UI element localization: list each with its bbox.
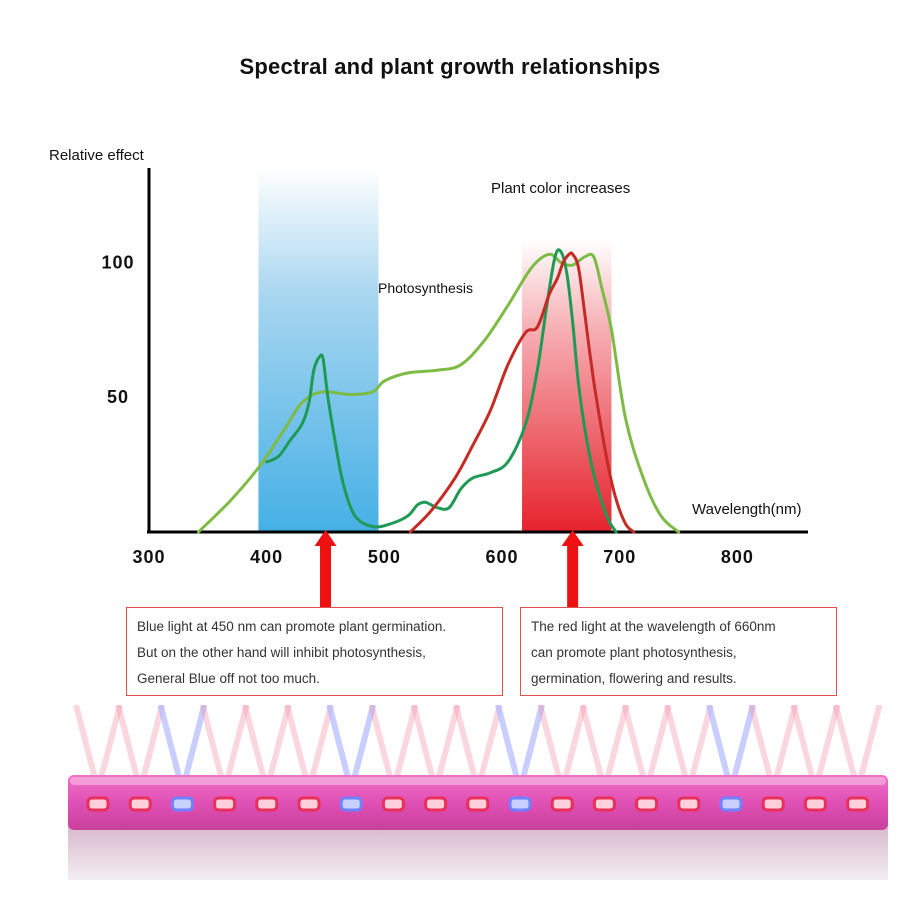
red-led xyxy=(86,796,110,812)
arrow-shaft xyxy=(567,545,579,607)
blue-note-line: But on the other hand will inhibit photo… xyxy=(137,645,426,660)
blue-note-line: Blue light at 450 nm can promote plant g… xyxy=(137,619,447,634)
x-axis-label: Wavelength(nm) xyxy=(692,501,801,518)
annotation-plant-color: Plant color increases xyxy=(491,180,630,197)
x-tick-label: 500 xyxy=(368,547,401,567)
chlorophyll-curve xyxy=(265,248,618,534)
red-note-line: germination, flowering and results. xyxy=(531,671,737,686)
blue-led xyxy=(170,796,194,812)
x-tick-label: 600 xyxy=(486,547,519,567)
red-led xyxy=(213,796,237,812)
y-tick-label: 50 xyxy=(107,387,129,407)
spectrum-chart: Relative effect Wavelength(nm) Photosynt… xyxy=(49,147,808,607)
red-light-note: The red light at the wavelength of 660nm… xyxy=(520,607,837,696)
chart-title: Spectral and plant growth relationships xyxy=(239,54,661,79)
x-tick-label: 300 xyxy=(132,547,165,567)
y-tick-label: 100 xyxy=(101,252,134,272)
red-led xyxy=(592,796,616,812)
red-led xyxy=(803,796,827,812)
red-led xyxy=(424,796,448,812)
blue-light-note: Blue light at 450 nm can promote plant g… xyxy=(126,607,503,696)
plant-color-curve xyxy=(408,251,636,534)
blue-band xyxy=(258,168,379,532)
blue-led xyxy=(339,796,363,812)
red-led xyxy=(635,796,659,812)
red-led xyxy=(128,796,152,812)
arrow-head xyxy=(314,530,337,546)
red-led xyxy=(550,796,574,812)
x-tick-label: 700 xyxy=(603,547,636,567)
x-tick-label: 800 xyxy=(721,547,754,567)
blue-led xyxy=(508,796,532,812)
red-led xyxy=(381,796,405,812)
arrow-shaft xyxy=(320,545,332,607)
x-tick-label: 400 xyxy=(250,547,283,567)
red-led xyxy=(466,796,490,812)
red-led xyxy=(846,796,870,812)
lamp-base xyxy=(68,825,888,880)
arrow-head xyxy=(561,530,584,546)
red-led xyxy=(761,796,785,812)
blue-led xyxy=(719,796,743,812)
photosynthesis-curve xyxy=(196,252,681,534)
red-note-line: The red light at the wavelength of 660nm xyxy=(531,619,776,634)
lamp-highlight xyxy=(70,777,886,785)
annotation-photosynthesis: Photosynthesis xyxy=(378,280,473,296)
blue-note-line: General Blue off not too much. xyxy=(137,671,320,686)
y-axis-label: Relative effect xyxy=(49,147,145,164)
red-led xyxy=(255,796,279,812)
red-note-line: can promote plant photosynthesis, xyxy=(531,645,737,660)
led-grow-light-photo xyxy=(0,705,900,900)
red-led xyxy=(297,796,321,812)
red-led xyxy=(677,796,701,812)
